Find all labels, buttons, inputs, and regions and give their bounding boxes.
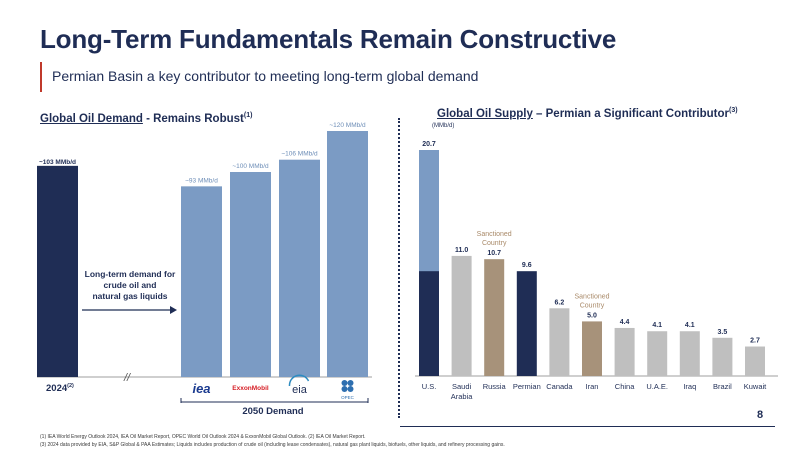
- demand-note-line-0: Long-term demand for: [85, 269, 176, 279]
- sanctioned-annotation-0-line-0: Sanctioned: [477, 231, 512, 238]
- right-chart-title-footnote: (3): [729, 107, 738, 114]
- demand-data-label-0: ~103 MMb/d: [39, 159, 76, 166]
- demand-note-line-1: crude oil and: [104, 280, 157, 290]
- page-subtitle: Permian Basin a key contributor to meeti…: [52, 68, 479, 84]
- supply-data-label-3: 9.6: [522, 262, 532, 269]
- sanctioned-annotation-0-line-1: Country: [482, 240, 507, 247]
- supply-bar-5: [582, 321, 602, 376]
- supply-data-label-10: 2.7: [750, 338, 760, 345]
- supply-category-label-4: Canada: [546, 382, 573, 391]
- page-title: Long-Term Fundamentals Remain Constructi…: [40, 24, 617, 54]
- footnote-line-2: (3) 2024 data provided by EIA, S&P Globa…: [40, 442, 505, 448]
- supply-bar-2: [484, 259, 505, 376]
- svg-text:ExxonMobil: ExxonMobil: [232, 385, 269, 392]
- svg-text:iea: iea: [192, 381, 210, 396]
- supply-category-label-7: U.A.E.: [646, 382, 668, 391]
- supply-data-label-7: 4.1: [652, 322, 662, 329]
- group-label-2050: 2050 Demand: [242, 406, 303, 417]
- supply-bar-6: [614, 327, 635, 376]
- axis-break-mark: //: [123, 372, 131, 384]
- eia-logo-icon: eia: [288, 374, 310, 396]
- svg-text:eia: eia: [292, 384, 308, 396]
- supply-bar-1: [451, 255, 472, 376]
- group-label-bg: [232, 404, 312, 416]
- page-rule: [400, 426, 775, 427]
- demand-data-label-4: ~120 MMb/d: [329, 122, 366, 129]
- svg-text:OPEC: OPEC: [341, 395, 355, 400]
- demand-data-label-1: ~93 MMb/d: [185, 177, 218, 184]
- page-number: 8: [757, 409, 764, 421]
- supply-category-label-1-line2: Arabia: [451, 392, 474, 401]
- demand-bar-3: [279, 159, 320, 377]
- right-chart-title-rest: – Permian a Significant Contributor: [532, 107, 730, 120]
- demand-data-label-2: ~100 MMb/d: [232, 163, 269, 170]
- supply-bar-7: [647, 331, 668, 376]
- supply-data-label-4: 6.2: [555, 299, 565, 306]
- sanctioned-annotation-1-line-0: Sanctioned: [574, 293, 609, 300]
- supply-category-label-1: Saudi: [452, 382, 472, 391]
- supply-category-label-8: Iraq: [683, 382, 696, 391]
- demand-note-line-2: natural gas liquids: [92, 291, 167, 301]
- footnotes: (1) IEA World Energy Outlook 2024, IEA O…: [40, 433, 505, 449]
- right-chart-title: Global Oil Supply – Permian a Significan…: [437, 107, 738, 120]
- iea-logo-icon: iea: [192, 381, 210, 396]
- demand-bar-1: [181, 186, 222, 377]
- supply-category-label-5: Iran: [586, 382, 599, 391]
- left-chart-title-main: Global Oil Demand: [40, 112, 143, 125]
- left-chart-title-rest: - Remains Robust: [142, 112, 244, 125]
- supply-data-label-0: 20.7: [422, 141, 436, 148]
- demand-data-label-3: ~106 MMb/d: [281, 151, 318, 158]
- left-chart-title: Global Oil Demand - Remains Robust(1): [40, 112, 252, 125]
- supply-bar-3: [516, 271, 537, 376]
- supply-category-label-6: China: [615, 382, 635, 391]
- axis-label-2024: 2024(2): [46, 383, 74, 394]
- supply-data-label-1: 11.0: [455, 247, 468, 254]
- opec-logo-icon: OPEC: [341, 380, 355, 400]
- supply-bar-4: [549, 308, 570, 376]
- right-chart-title-main: Global Oil Supply: [437, 107, 533, 120]
- supply-data-label-9: 3.5: [718, 329, 728, 336]
- supply-category-label-10: Kuwait: [744, 382, 767, 391]
- supply-data-label-6: 4.4: [620, 319, 630, 326]
- demand-bar-4: [327, 131, 368, 377]
- supply-bar-us-permian-portion: [419, 271, 439, 376]
- footnote-line-1: (1) IEA World Energy Outlook 2024, IEA O…: [40, 434, 366, 440]
- supply-category-label-0: U.S.: [422, 382, 437, 391]
- subtitle-accent-bar: [40, 62, 42, 92]
- demand-bar-2: [230, 172, 271, 377]
- sanctioned-annotation-1-line-1: Country: [580, 302, 605, 309]
- demand-arrow-head-icon: [170, 306, 177, 314]
- left-chart-title-footnote: (1): [243, 112, 253, 119]
- supply-category-label-9: Brazil: [713, 382, 732, 391]
- demand-bar-0: [37, 165, 78, 377]
- exxonmobil-logo-icon: ExxonMobil: [232, 385, 269, 392]
- supply-data-label-5: 5.0: [587, 312, 597, 319]
- supply-category-label-3: Permian: [513, 382, 541, 391]
- supply-bar-10: [745, 346, 765, 376]
- supply-bar-8: [679, 331, 700, 376]
- supply-data-label-2: 10.7: [487, 250, 501, 257]
- right-chart-unit: (MMb/d): [432, 123, 455, 129]
- supply-data-label-8: 4.1: [685, 322, 695, 329]
- supply-category-label-2: Russia: [483, 382, 507, 391]
- supply-bar-9: [712, 337, 733, 376]
- section-divider: [398, 118, 400, 418]
